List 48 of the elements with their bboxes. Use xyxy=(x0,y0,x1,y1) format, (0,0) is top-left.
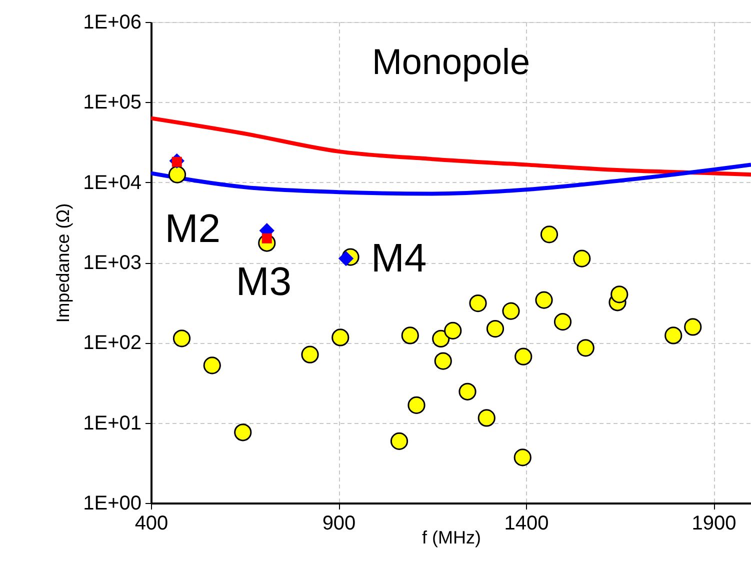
point xyxy=(262,233,272,244)
point xyxy=(576,339,594,357)
point xyxy=(502,302,520,320)
x-tick-label: 400 xyxy=(134,512,168,534)
x-tick-label: 1400 xyxy=(504,512,549,534)
point xyxy=(458,382,476,400)
y-tick-label: 1E+00 xyxy=(83,492,142,514)
point xyxy=(434,352,452,370)
point xyxy=(540,226,558,244)
x-tick-label: 900 xyxy=(322,512,356,534)
point xyxy=(390,432,408,450)
y-tick-label: 1E+04 xyxy=(83,172,142,194)
point xyxy=(573,250,591,268)
point xyxy=(514,448,532,466)
point xyxy=(486,320,504,338)
x-tick-label: 1900 xyxy=(692,512,736,534)
point xyxy=(408,396,426,414)
point xyxy=(401,326,419,344)
line-series xyxy=(151,162,751,196)
point xyxy=(554,313,572,331)
point xyxy=(478,409,496,427)
y-tick-label: 1E+03 xyxy=(83,252,142,274)
point xyxy=(535,291,553,309)
y-axis-title: Impedance (Ω) xyxy=(53,203,74,323)
point xyxy=(664,326,682,344)
y-tick-label: 1E+01 xyxy=(83,412,142,434)
point xyxy=(234,424,252,442)
annotation: M2 xyxy=(164,206,220,251)
point xyxy=(432,330,450,348)
point xyxy=(172,330,191,348)
y-tick-label: 1E+05 xyxy=(83,92,142,114)
point xyxy=(203,356,221,374)
y-tick-label: 1E+02 xyxy=(83,332,142,354)
point xyxy=(168,166,186,184)
y-tick-label: 1E+06 xyxy=(83,12,142,34)
line-series xyxy=(151,116,751,177)
annotation: Monopole xyxy=(372,41,530,82)
x-axis-title: f (MHz) xyxy=(422,528,481,548)
point xyxy=(332,328,350,346)
annotation: M3 xyxy=(236,260,292,304)
point xyxy=(444,322,462,340)
annotation: M4 xyxy=(371,236,427,281)
point xyxy=(610,286,628,304)
point xyxy=(469,294,487,312)
point xyxy=(338,250,354,266)
point xyxy=(684,318,702,336)
point xyxy=(301,346,319,364)
point xyxy=(514,348,532,366)
